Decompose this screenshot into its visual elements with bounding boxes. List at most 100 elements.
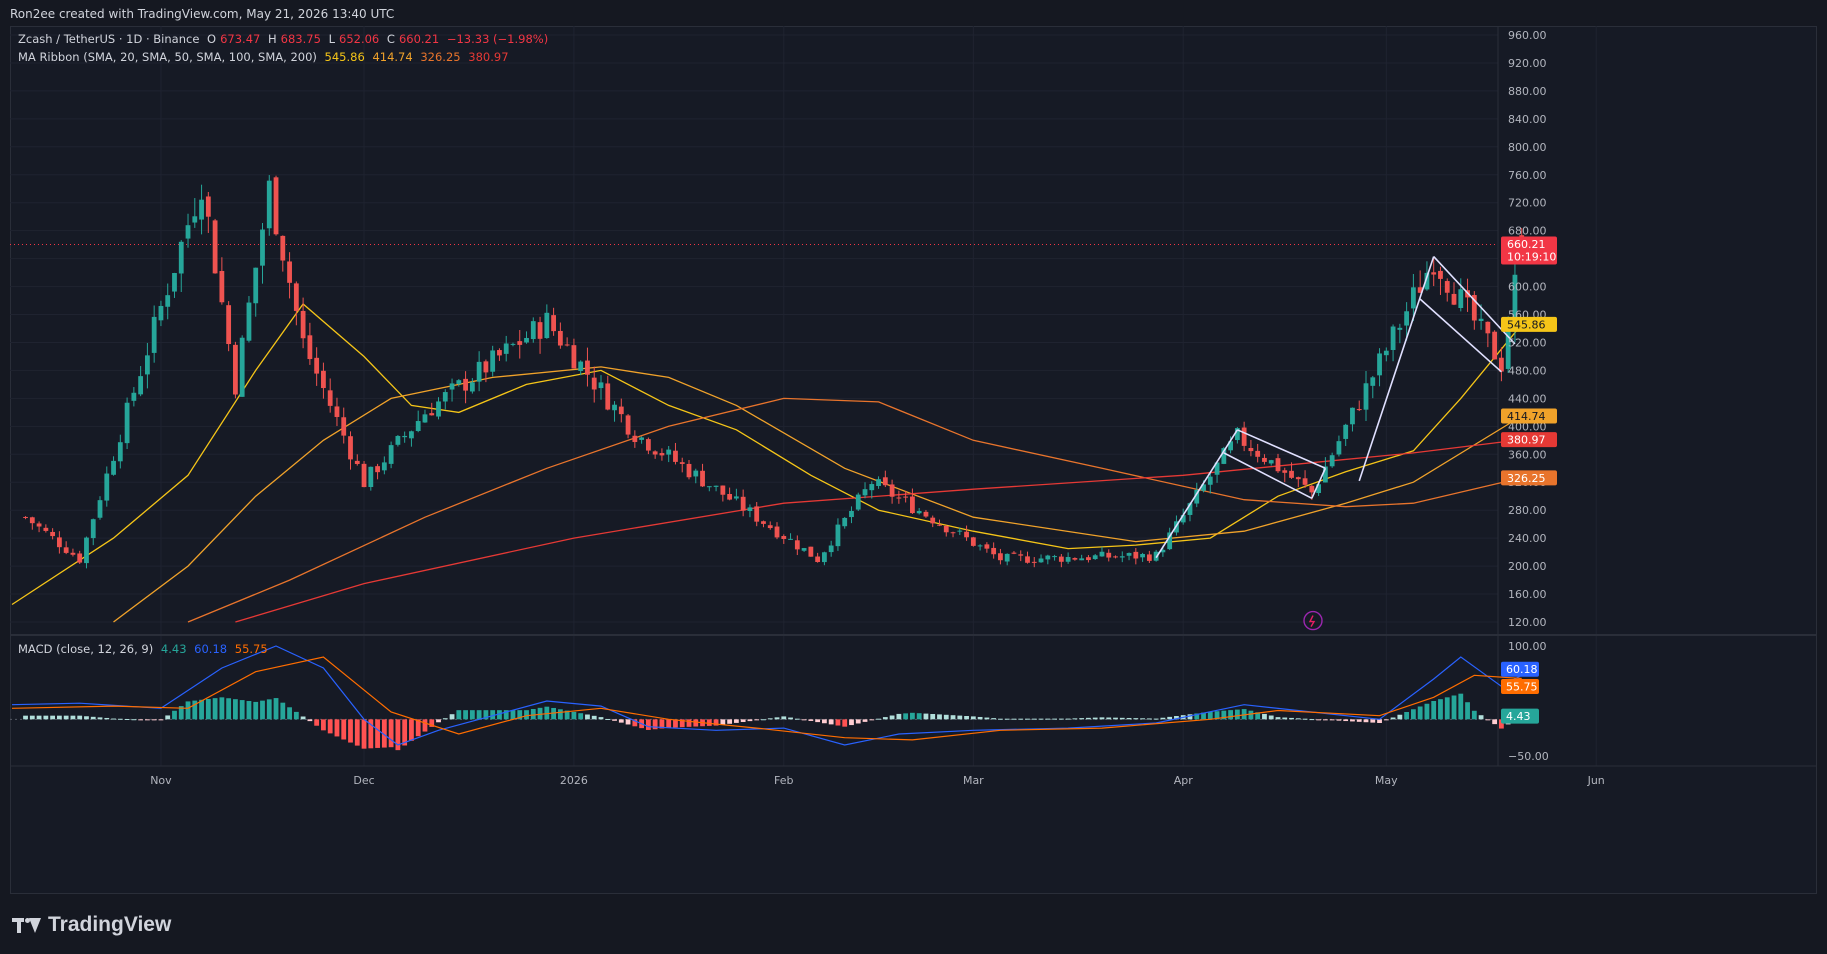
macd-histogram-bar [774, 717, 780, 720]
macd-histogram-bar [422, 719, 428, 732]
candle-body [537, 322, 543, 339]
macd-line [11, 645, 1522, 746]
macd-histogram-bar [381, 719, 387, 748]
candle-body [117, 442, 123, 462]
candle-body [1478, 318, 1484, 321]
macd-histogram-bar [1011, 718, 1017, 720]
macd-line-value: 60.18 [194, 642, 228, 656]
macd-histogram-bar [56, 715, 62, 720]
candle-body [1322, 466, 1328, 483]
candle-body [564, 344, 570, 346]
macd-histogram-bar [1004, 718, 1010, 720]
macd-histogram-bar [1072, 718, 1078, 720]
candle-body [889, 484, 895, 497]
macd-histogram-bar [307, 719, 313, 722]
symbol-legend[interactable]: Zcash / TetherUS · 1D · Binance O 673.47 … [18, 32, 552, 46]
candle-body [862, 489, 868, 496]
candle-body [544, 312, 550, 339]
macd-histogram-bar [476, 710, 482, 720]
macd-histogram-bar [578, 713, 584, 720]
macd-histogram-bar [490, 710, 496, 720]
macd-histogram-bar [1092, 717, 1098, 720]
candle-body [1309, 485, 1315, 493]
candle-body [1011, 552, 1017, 554]
moving-average-ribbon [11, 303, 1523, 623]
macd-histogram-bar [1214, 711, 1220, 720]
macd-histogram-bar [591, 715, 597, 720]
candle-body [307, 335, 313, 360]
candle-body [1417, 287, 1423, 293]
ohlc-open: 673.47 [220, 32, 261, 46]
candle-body [876, 479, 881, 487]
candle-body [903, 496, 909, 498]
candle-body [591, 377, 597, 390]
candle-body [375, 466, 380, 473]
candle-body [1140, 554, 1145, 558]
candle-body [1444, 281, 1450, 293]
candle-body [334, 406, 340, 417]
macd-histogram-bar [1316, 719, 1322, 721]
macd-histogram-bar [1207, 711, 1213, 720]
macd-histogram-bar [1018, 718, 1024, 720]
tradingview-logo[interactable]: TradingView [12, 910, 171, 940]
candle-body [578, 361, 584, 371]
macd-histogram-bar [145, 719, 150, 721]
candle-body [246, 302, 252, 341]
macd-histogram-bar [1058, 718, 1064, 720]
candle-body [1505, 327, 1511, 369]
candle-body [1363, 383, 1369, 410]
time-tick-label: May [1375, 774, 1398, 787]
macd-histogram-bar [1302, 718, 1308, 720]
candle-body [1187, 503, 1193, 515]
candle-body [104, 473, 110, 501]
macd-histogram-bar [767, 718, 773, 720]
ma-ribbon-legend[interactable]: MA Ribbon (SMA, 20, SMA, 50, SMA, 100, S… [18, 50, 513, 64]
macd-histogram-bar [713, 719, 719, 726]
candle-body [381, 462, 387, 471]
axes: 960.00 920.00 880.00 840.00 800.00 760.00 720.… [150, 29, 1605, 787]
candle-body [212, 220, 218, 274]
candle-body [185, 225, 191, 239]
macd-histogram-bar [801, 719, 807, 721]
macd-histogram-bar [869, 719, 875, 721]
macd-histogram-bar [957, 715, 963, 720]
candle-body [700, 470, 705, 487]
candle-body [50, 531, 56, 537]
candle-body [1234, 428, 1240, 441]
price-tag-bg [1501, 408, 1557, 424]
candle-body [1018, 554, 1024, 556]
candle-body [673, 450, 678, 462]
candle-body [964, 531, 969, 538]
candle-body [822, 552, 827, 563]
macd-histogram-bar [1099, 717, 1105, 720]
macd-histogram-bar [1031, 718, 1037, 720]
macd-histogram-bar [1221, 710, 1227, 720]
grid-lines [10, 26, 1817, 767]
macd-histogram-bar [402, 719, 408, 746]
macd-histogram-bar [1119, 717, 1125, 720]
macd-histogram-bar [605, 718, 611, 720]
macd-histogram-bar [1417, 706, 1423, 720]
macd-histogram-bar [388, 719, 394, 748]
macd-histogram-bar [503, 710, 509, 720]
candle-body [781, 536, 787, 539]
macd-histogram-bar [327, 719, 333, 734]
macd-histogram-bar [375, 719, 380, 748]
macd-histogram-bar [226, 698, 232, 720]
macd-legend[interactable]: MACD (close, 12, 26, 9) 4.43 60.18 55.75 [18, 642, 272, 656]
macd-histogram-bar [937, 714, 942, 720]
flag1-bottom [1223, 452, 1313, 500]
candle-body [693, 470, 699, 477]
macd-histogram-bar [876, 718, 881, 720]
macd-histogram-bar [855, 719, 861, 724]
macd-histogram-bar [1052, 718, 1057, 720]
macd-histogram-bar [1228, 710, 1233, 720]
macd-histogram-bar [36, 715, 42, 720]
macd-histogram-bar [1451, 695, 1457, 720]
macd-histogram-bar [1255, 712, 1261, 720]
candle-body [706, 486, 712, 488]
candle-body [205, 196, 211, 217]
candle-body [1438, 270, 1443, 279]
price-chart[interactable]: 960.00 920.00 880.00 840.00 800.00 760.00 720.… [10, 26, 1817, 894]
